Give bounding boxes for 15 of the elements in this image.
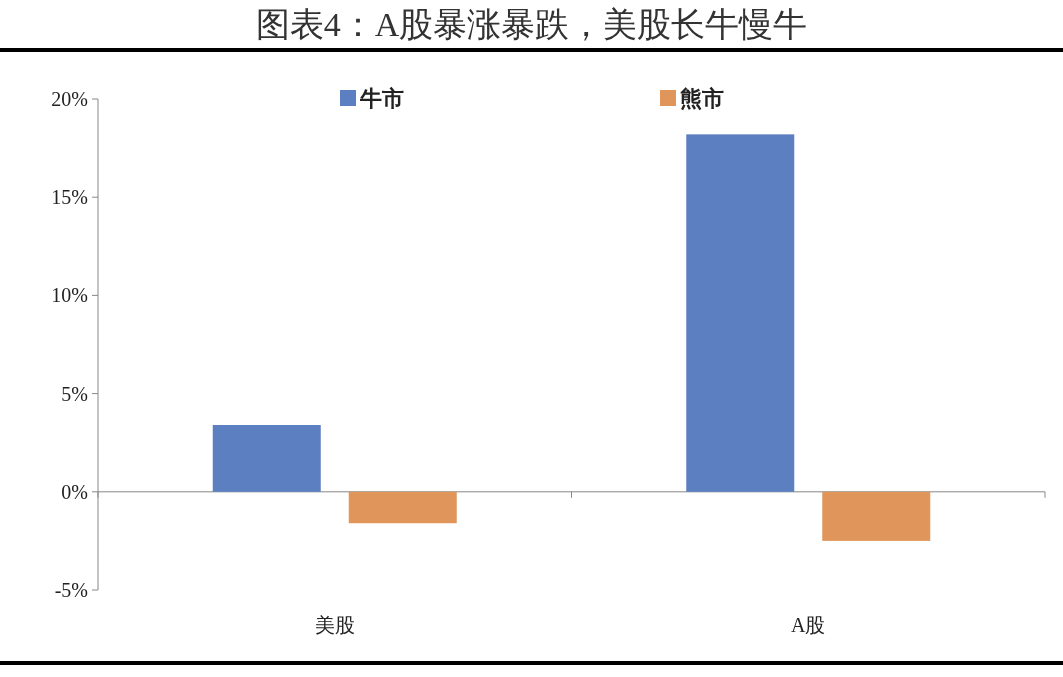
legend-label: 牛市 xyxy=(359,86,404,111)
y-tick-label: 15% xyxy=(51,186,88,209)
y-tick-label: -5% xyxy=(54,579,88,601)
y-tick-label: 5% xyxy=(61,382,88,405)
y-tick-label: 10% xyxy=(51,284,88,307)
chart-title: 图表4：A股暴涨暴跌，美股长牛慢牛 xyxy=(255,6,808,43)
y-tick-label: 20% xyxy=(51,88,88,110)
x-tick-label: 美股 xyxy=(314,614,355,636)
y-tick-label: 0% xyxy=(61,480,88,503)
x-tick-label: A股 xyxy=(791,614,826,636)
bar xyxy=(822,491,931,541)
legend-label: 熊市 xyxy=(680,86,724,111)
bar xyxy=(212,425,321,492)
bar xyxy=(348,491,457,524)
bar xyxy=(686,134,795,492)
